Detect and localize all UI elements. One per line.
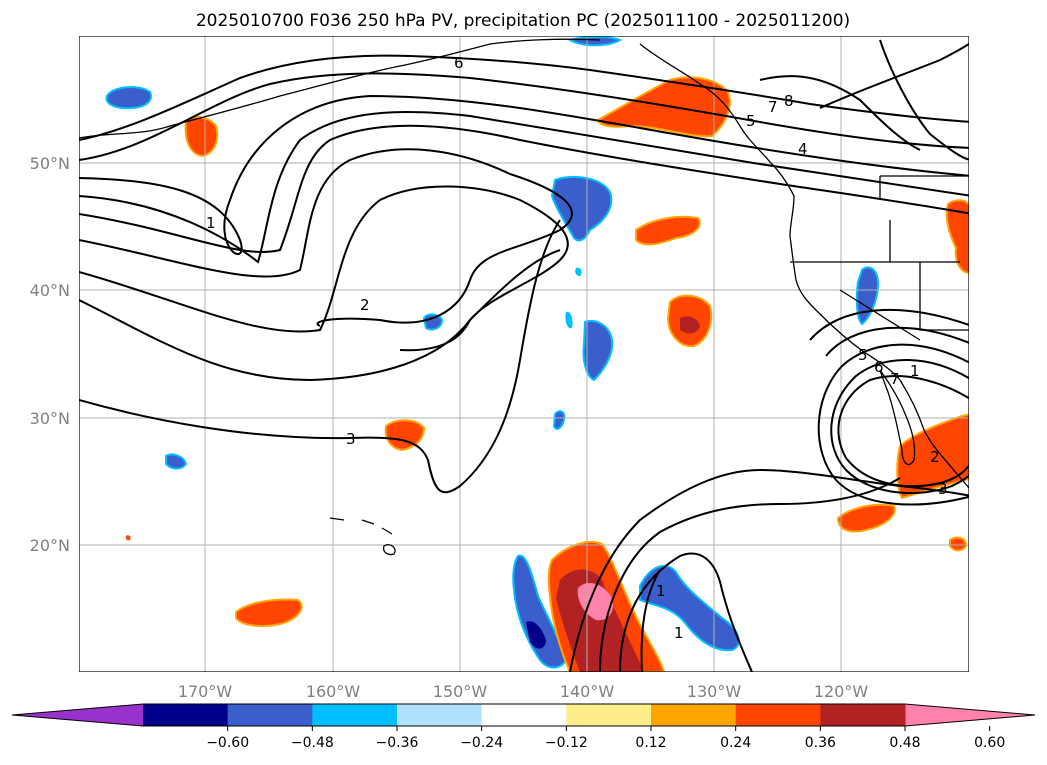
colorbar-tick-label: −0.48	[291, 735, 334, 751]
precip-blob-neg-core	[526, 621, 546, 649]
colorbar-segment	[735, 704, 821, 726]
colorbar-tick-label: 0.60	[974, 735, 1005, 751]
colorbar-segment	[481, 704, 567, 726]
contour-label: 6	[454, 54, 464, 72]
colorbar: −0.60 −0.48 −0.36 −0.24 −0.12 0.12 0.24 0.36 0.4…	[11, 703, 1036, 751]
lat-tick-label: 50°N	[30, 154, 70, 173]
contour-label: 3	[346, 430, 356, 448]
colorbar-segment	[651, 704, 737, 726]
precip-blob-pos	[949, 536, 968, 552]
colorbar-tick-label: 0.48	[889, 735, 920, 751]
contour-label: 5	[858, 346, 868, 364]
precip-blob-neg	[565, 311, 573, 329]
precip-blob-neg	[582, 320, 614, 382]
precip-blob-neg	[552, 410, 566, 430]
colorbar-segment	[566, 704, 652, 726]
colorbar-tick-label: −0.12	[545, 735, 588, 751]
lon-tick-label: 130°W	[687, 682, 742, 701]
lat-tick-label: 40°N	[30, 281, 70, 300]
colorbar-segment	[227, 704, 313, 726]
lon-tick-label: 150°W	[433, 682, 488, 701]
colorbar-extend-min	[12, 704, 143, 726]
contour-label: 4	[798, 140, 808, 158]
precip-blob-neg	[575, 267, 582, 276]
colorbar-segment	[143, 704, 229, 726]
precip-blob-neg	[567, 36, 623, 47]
lat-tick-label: 20°N	[30, 536, 70, 555]
lon-tick-label: 120°W	[814, 682, 869, 701]
lon-tick-label: 160°W	[306, 682, 361, 701]
colorbar-tick-label: −0.36	[376, 735, 419, 751]
map-panel: 6 7 8 5 4 1 2 3 5 6 7 1 2 3 1 1	[79, 36, 969, 672]
precip-blob-pos	[836, 503, 896, 533]
colorbar-extend-max	[905, 704, 1035, 726]
lon-tick-label: 170°W	[178, 682, 233, 701]
colorbar-segment	[397, 704, 483, 726]
contour-label: 1	[910, 362, 920, 380]
precip-blob-neg	[165, 453, 188, 470]
precip-blob-neg	[105, 86, 152, 110]
precip-blob-neg	[512, 554, 568, 669]
contour-label: 5	[746, 112, 756, 130]
precip-blob-pos	[184, 116, 219, 158]
precip-blob-pos	[384, 419, 426, 452]
contour-label: 1	[656, 582, 666, 600]
contour-label: 1	[206, 214, 216, 232]
precip-blob-pos-core	[680, 316, 700, 334]
figure-title: 2025010700 F036 250 hPa PV, precipitatio…	[196, 11, 850, 31]
contour-label: 8	[784, 92, 794, 110]
precip-blob-pos	[896, 413, 969, 500]
lat-tick-labels: 20°N 30°N 40°N 50°N	[30, 154, 70, 555]
contour-label: 7	[768, 98, 778, 116]
contour-label: 6	[874, 358, 884, 376]
colorbar-tick-label: −0.24	[460, 735, 503, 751]
colorbar-segment	[820, 704, 906, 726]
contour-label: 2	[360, 296, 370, 314]
precip-blob-pos	[945, 199, 969, 274]
precip-blob-neg	[422, 313, 444, 331]
lon-tick-label: 140°W	[560, 682, 615, 701]
contour-label: 7	[890, 370, 900, 388]
colorbar-segment	[312, 704, 398, 726]
precip-blob-pos	[635, 215, 701, 246]
contour-label: 1	[674, 624, 684, 642]
contour-label: 3	[938, 480, 948, 498]
colorbar-tick-label: 0.12	[635, 735, 666, 751]
contour-labels: 6 7 8 5 4 1 2 3 5 6 7 1 2 3 1 1	[206, 54, 948, 642]
precip-blob-pos	[125, 535, 131, 541]
colorbar-outline	[11, 703, 1036, 727]
colorbar-tick-label: 0.36	[805, 735, 836, 751]
colorbar-tick-label: −0.60	[206, 735, 249, 751]
precip-blob-pos	[235, 598, 303, 627]
map-gridlines	[79, 36, 969, 672]
contour-label: 2	[930, 448, 940, 466]
lon-tick-labels: 170°W 160°W 150°W 140°W 130°W 120°W	[178, 682, 869, 701]
coastlines	[79, 38, 969, 556]
colorbar-tick-label: 0.24	[720, 735, 751, 751]
pv-contours	[79, 39, 969, 672]
lat-tick-label: 30°N	[30, 409, 70, 428]
